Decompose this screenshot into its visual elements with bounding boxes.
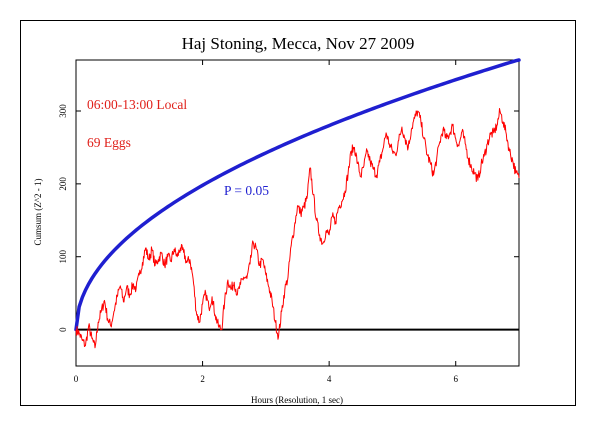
x-tick-label: 4 xyxy=(327,374,332,384)
y-tick-label: 300 xyxy=(58,104,68,118)
p-value-annotation: P = 0.05 xyxy=(224,183,269,198)
x-tick-label: 0 xyxy=(74,374,79,384)
x-axis-label: Hours (Resolution, 1 sec) xyxy=(251,395,343,405)
eggs-annotation: 69 Eggs xyxy=(87,135,131,150)
y-tick-label: 0 xyxy=(58,327,68,332)
y-tick-label: 200 xyxy=(58,177,68,191)
chart-svg: Haj Stoning, Mecca, Nov 27 2009 0 2 4 6 0 100… xyxy=(33,34,521,405)
chart-frame: Haj Stoning, Mecca, Nov 27 2009 0 2 4 6 0 100… xyxy=(20,20,576,406)
y-axis-label: Cumsum (Z^2 - 1) xyxy=(33,179,43,246)
cumsum-line xyxy=(75,107,520,349)
x-tick-label: 6 xyxy=(453,374,458,384)
time-range-annotation: 06:00-13:00 Local xyxy=(87,97,187,112)
y-tick-label: 100 xyxy=(58,249,68,263)
tick-labels: 0 2 4 6 0 100 200 300 xyxy=(58,104,458,384)
chart-title: Haj Stoning, Mecca, Nov 27 2009 xyxy=(182,34,415,53)
p05-envelope-line xyxy=(74,58,521,332)
x-tick-label: 2 xyxy=(200,374,205,384)
plot-area xyxy=(75,59,520,367)
